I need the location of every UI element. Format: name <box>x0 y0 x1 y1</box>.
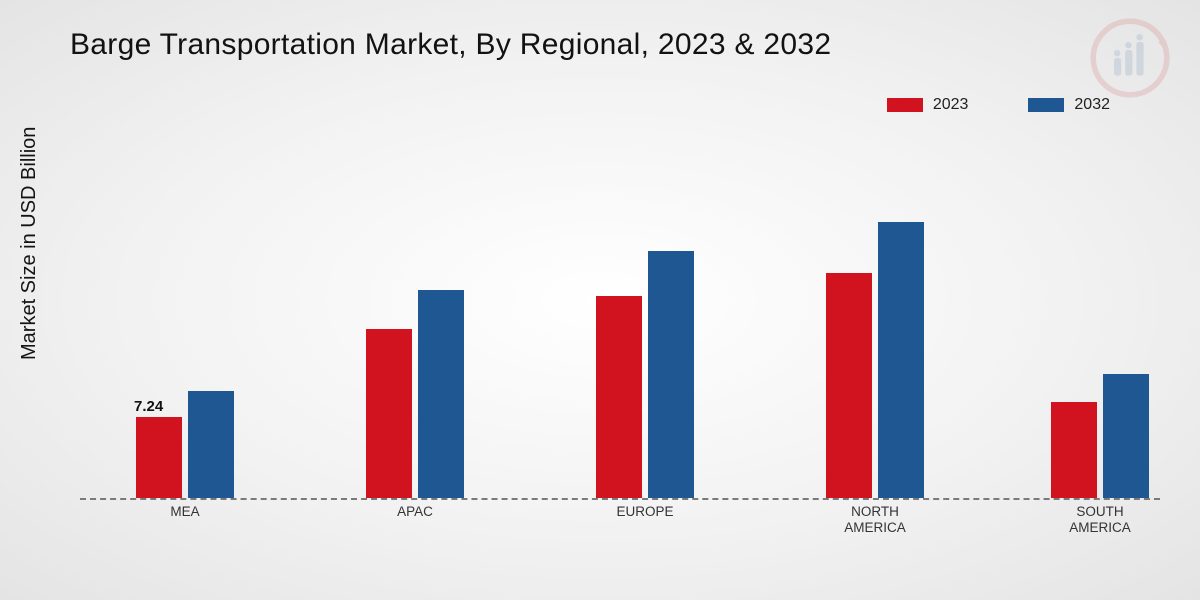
bar-group <box>1051 140 1149 500</box>
bar-group <box>366 140 464 500</box>
logo-watermark <box>1090 18 1170 98</box>
bar-2032 <box>188 391 234 498</box>
chart-title: Barge Transportation Market, By Regional… <box>70 28 831 62</box>
bar-2023 <box>1051 402 1097 498</box>
x-tick-label: MEA <box>170 504 199 520</box>
x-tick-label: SOUTH AMERICA <box>1069 504 1131 535</box>
bar-2032 <box>418 290 464 498</box>
legend-swatch-2032 <box>1028 98 1064 112</box>
bar-2032 <box>1103 374 1149 498</box>
bar-2023 <box>366 329 412 498</box>
bar-group <box>596 140 694 500</box>
bar-group: 7.24 <box>136 140 234 500</box>
bar-value-label: 7.24 <box>134 398 163 415</box>
bar-2032 <box>648 251 694 499</box>
x-tick-label: NORTH AMERICA <box>844 504 906 535</box>
legend-label-2032: 2032 <box>1074 96 1110 114</box>
legend-label-2023: 2023 <box>933 96 969 114</box>
bar-2023 <box>826 273 872 498</box>
chart-plot-area: 7.24 <box>80 140 1160 500</box>
bar-2032 <box>878 222 924 498</box>
bar-group <box>826 140 924 500</box>
x-axis-labels: MEA APAC EUROPE NORTH AMERICA SOUTH AMERICA <box>80 504 1160 544</box>
y-axis-label: Market Size in USD Billion <box>18 127 41 360</box>
legend: 2023 2032 <box>887 96 1110 114</box>
bar-2023 <box>136 417 182 498</box>
legend-item-2032: 2032 <box>1028 96 1110 114</box>
x-tick-label: EUROPE <box>616 504 673 520</box>
bar-2023 <box>596 296 642 499</box>
legend-item-2023: 2023 <box>887 96 969 114</box>
legend-swatch-2023 <box>887 98 923 112</box>
x-tick-label: APAC <box>397 504 433 520</box>
